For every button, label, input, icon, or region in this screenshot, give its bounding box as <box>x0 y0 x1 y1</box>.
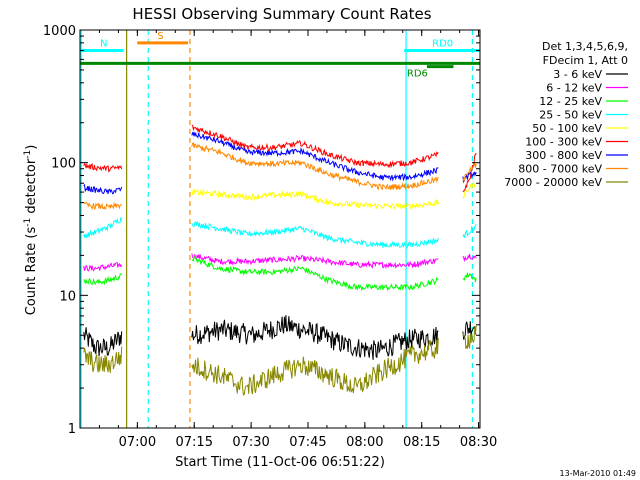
y-tick-label: 100 <box>51 157 76 172</box>
series-line <box>462 224 477 238</box>
series-line <box>462 253 477 263</box>
series-line <box>191 253 439 270</box>
series-line <box>462 181 477 200</box>
y-axis-label-part: detector <box>24 158 39 218</box>
series-line <box>191 131 439 182</box>
axes: 07:00 07:15 07:30 07:45 08:00 08:15 08:30 1 10 10… <box>43 24 497 450</box>
legend-header-line: Det 1,3,4,5,6,9, <box>542 40 628 53</box>
series-line <box>191 220 439 249</box>
series-line <box>462 162 477 181</box>
y-tick-label: 1000 <box>43 24 76 39</box>
x-tick-label: 07:30 <box>232 435 269 450</box>
legend-header-line: FDecim 1, Att 0 <box>543 54 628 67</box>
series-line <box>191 315 439 360</box>
legend-entry-label: 6 - 12 keV <box>546 82 602 95</box>
x-tick-label: 07:15 <box>176 435 213 450</box>
plot-frame <box>79 29 481 429</box>
y-axis-label: Count Rate (s-1 detector-1) <box>23 145 39 316</box>
legend-entry-label: 50 - 100 keV <box>532 122 602 135</box>
y-axis-label-part: Count Rate (s <box>24 227 39 316</box>
y-axis-label-part: -1 <box>23 218 33 227</box>
legend-entry-label: 25 - 50 keV <box>539 109 602 122</box>
x-tick-label: 08:00 <box>346 435 383 450</box>
series-line <box>462 152 477 193</box>
series-line <box>83 217 123 239</box>
chart-title: HESSI Observing Summary Count Rates <box>132 5 431 23</box>
series-line <box>462 272 477 283</box>
annotation-label: RD0 <box>432 39 453 50</box>
series-line <box>83 183 123 195</box>
series-line <box>83 327 123 357</box>
legend-entry-label: 12 - 25 keV <box>539 95 602 108</box>
series-line <box>83 162 123 173</box>
x-tick-label: 08:30 <box>460 435 497 450</box>
legend-entry-label: 7000 - 20000 keV <box>504 176 602 189</box>
y-axis-label-part: ) <box>24 145 39 150</box>
series-lines <box>83 124 477 396</box>
y-tick-label: 10 <box>59 289 76 304</box>
annotation-label: N <box>100 39 107 50</box>
legend-entry-label: 3 - 6 keV <box>553 68 602 81</box>
series-line <box>191 142 439 191</box>
footer-timestamp: 13-Mar-2010 01:49 <box>560 469 637 478</box>
series-line <box>191 337 439 396</box>
y-tick-label: 1 <box>68 422 76 437</box>
series-line <box>83 262 123 272</box>
series-line <box>83 201 123 210</box>
x-tick-label: 07:45 <box>289 435 326 450</box>
series-line <box>462 321 477 340</box>
annotation-label: RD6 <box>407 69 428 80</box>
series-line <box>462 325 477 350</box>
series-line <box>191 256 439 292</box>
annotation-label: S <box>157 31 163 42</box>
x-axis-label: Start Time (11-Oct-06 06:51:22) <box>175 455 385 470</box>
series-line <box>191 124 439 169</box>
series-line <box>191 188 439 210</box>
series-line <box>83 346 123 373</box>
series-line <box>83 273 123 286</box>
y-axis-label-part: -1 <box>23 150 33 159</box>
annotation-bars: S N RD0 RD6 <box>80 31 480 80</box>
x-tick-label: 07:00 <box>119 435 156 450</box>
legend-entry-label: 800 - 7000 keV <box>518 163 602 176</box>
x-tick-label: 08:15 <box>403 435 440 450</box>
legend-entry-label: 100 - 300 keV <box>525 136 602 149</box>
legend-entry-label: 300 - 800 keV <box>525 149 602 162</box>
